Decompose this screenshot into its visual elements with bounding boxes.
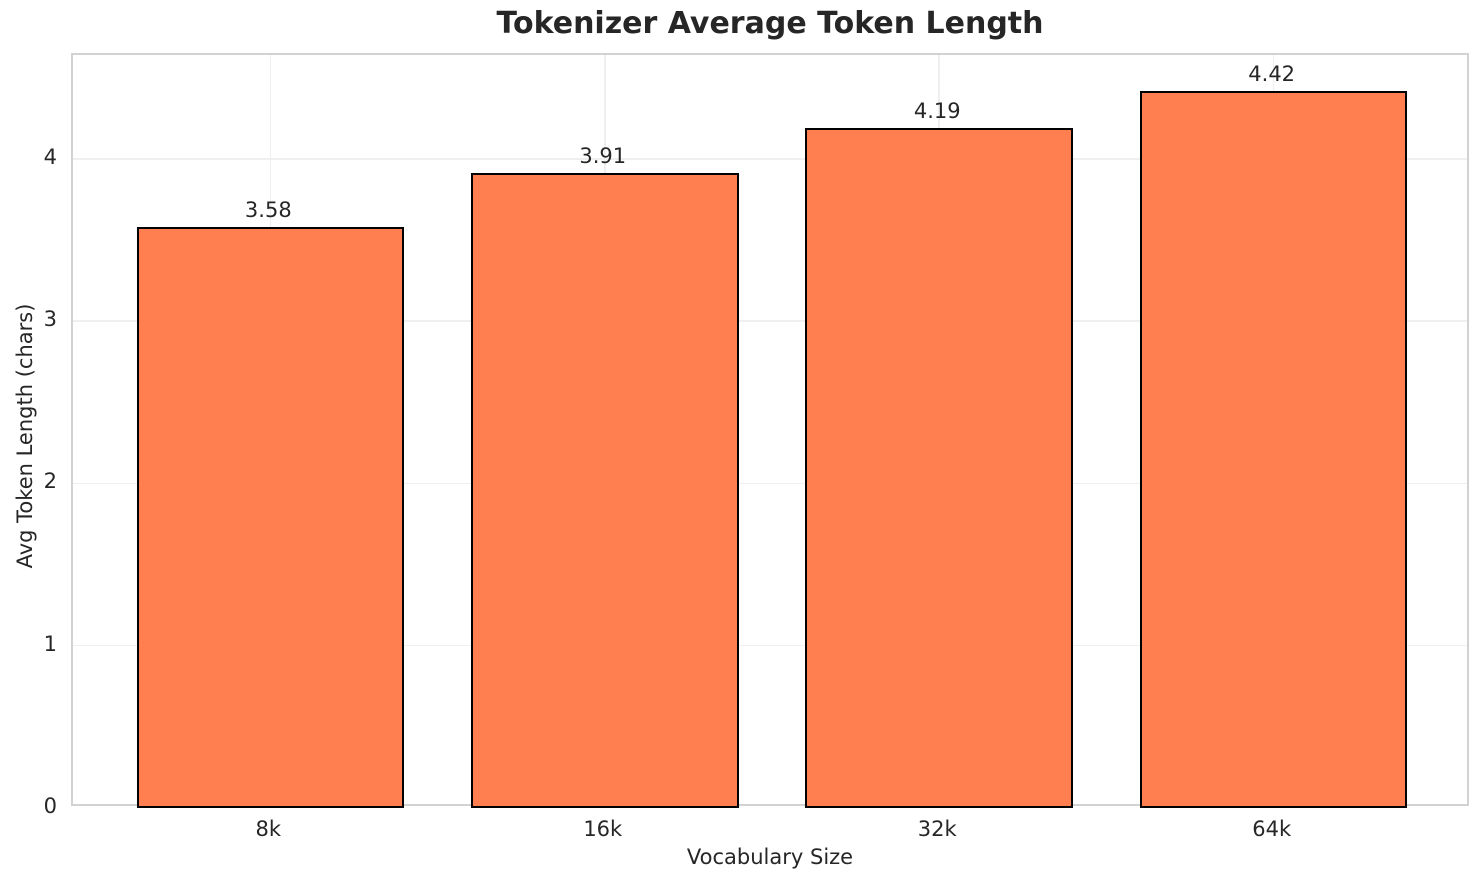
y-tick-label: 0: [43, 794, 57, 818]
bar-value-label: 3.58: [244, 198, 292, 223]
bar: [805, 128, 1073, 808]
y-tick-label: 2: [43, 469, 57, 494]
y-tick-label: 4: [43, 144, 57, 169]
y-gridline: [73, 158, 1467, 160]
bar: [470, 173, 739, 808]
bar: [136, 227, 405, 808]
y-tick-label: 1: [43, 631, 57, 656]
bar: [1139, 90, 1408, 808]
chart-title: Tokenizer Average Token Length: [496, 6, 1044, 41]
y-gridline: [73, 482, 1467, 485]
x-tick-label: 64k: [1252, 817, 1292, 841]
y-tick-label: 3: [43, 307, 57, 332]
bar-value-label: 4.42: [1248, 61, 1296, 86]
plot-area: [71, 53, 1469, 808]
x-tick-label: 32k: [917, 817, 957, 841]
y-gridline: [73, 644, 1467, 647]
x-tick-label: 8k: [255, 817, 282, 841]
y-gridline: [73, 320, 1467, 322]
x-tick-label: 16k: [583, 817, 623, 841]
bar-value-label: 4.19: [913, 99, 961, 124]
x-axis-label: Vocabulary Size: [686, 845, 854, 869]
bar-value-label: 3.91: [579, 144, 627, 169]
y-axis-label: Avg Token Length (chars): [13, 303, 37, 569]
